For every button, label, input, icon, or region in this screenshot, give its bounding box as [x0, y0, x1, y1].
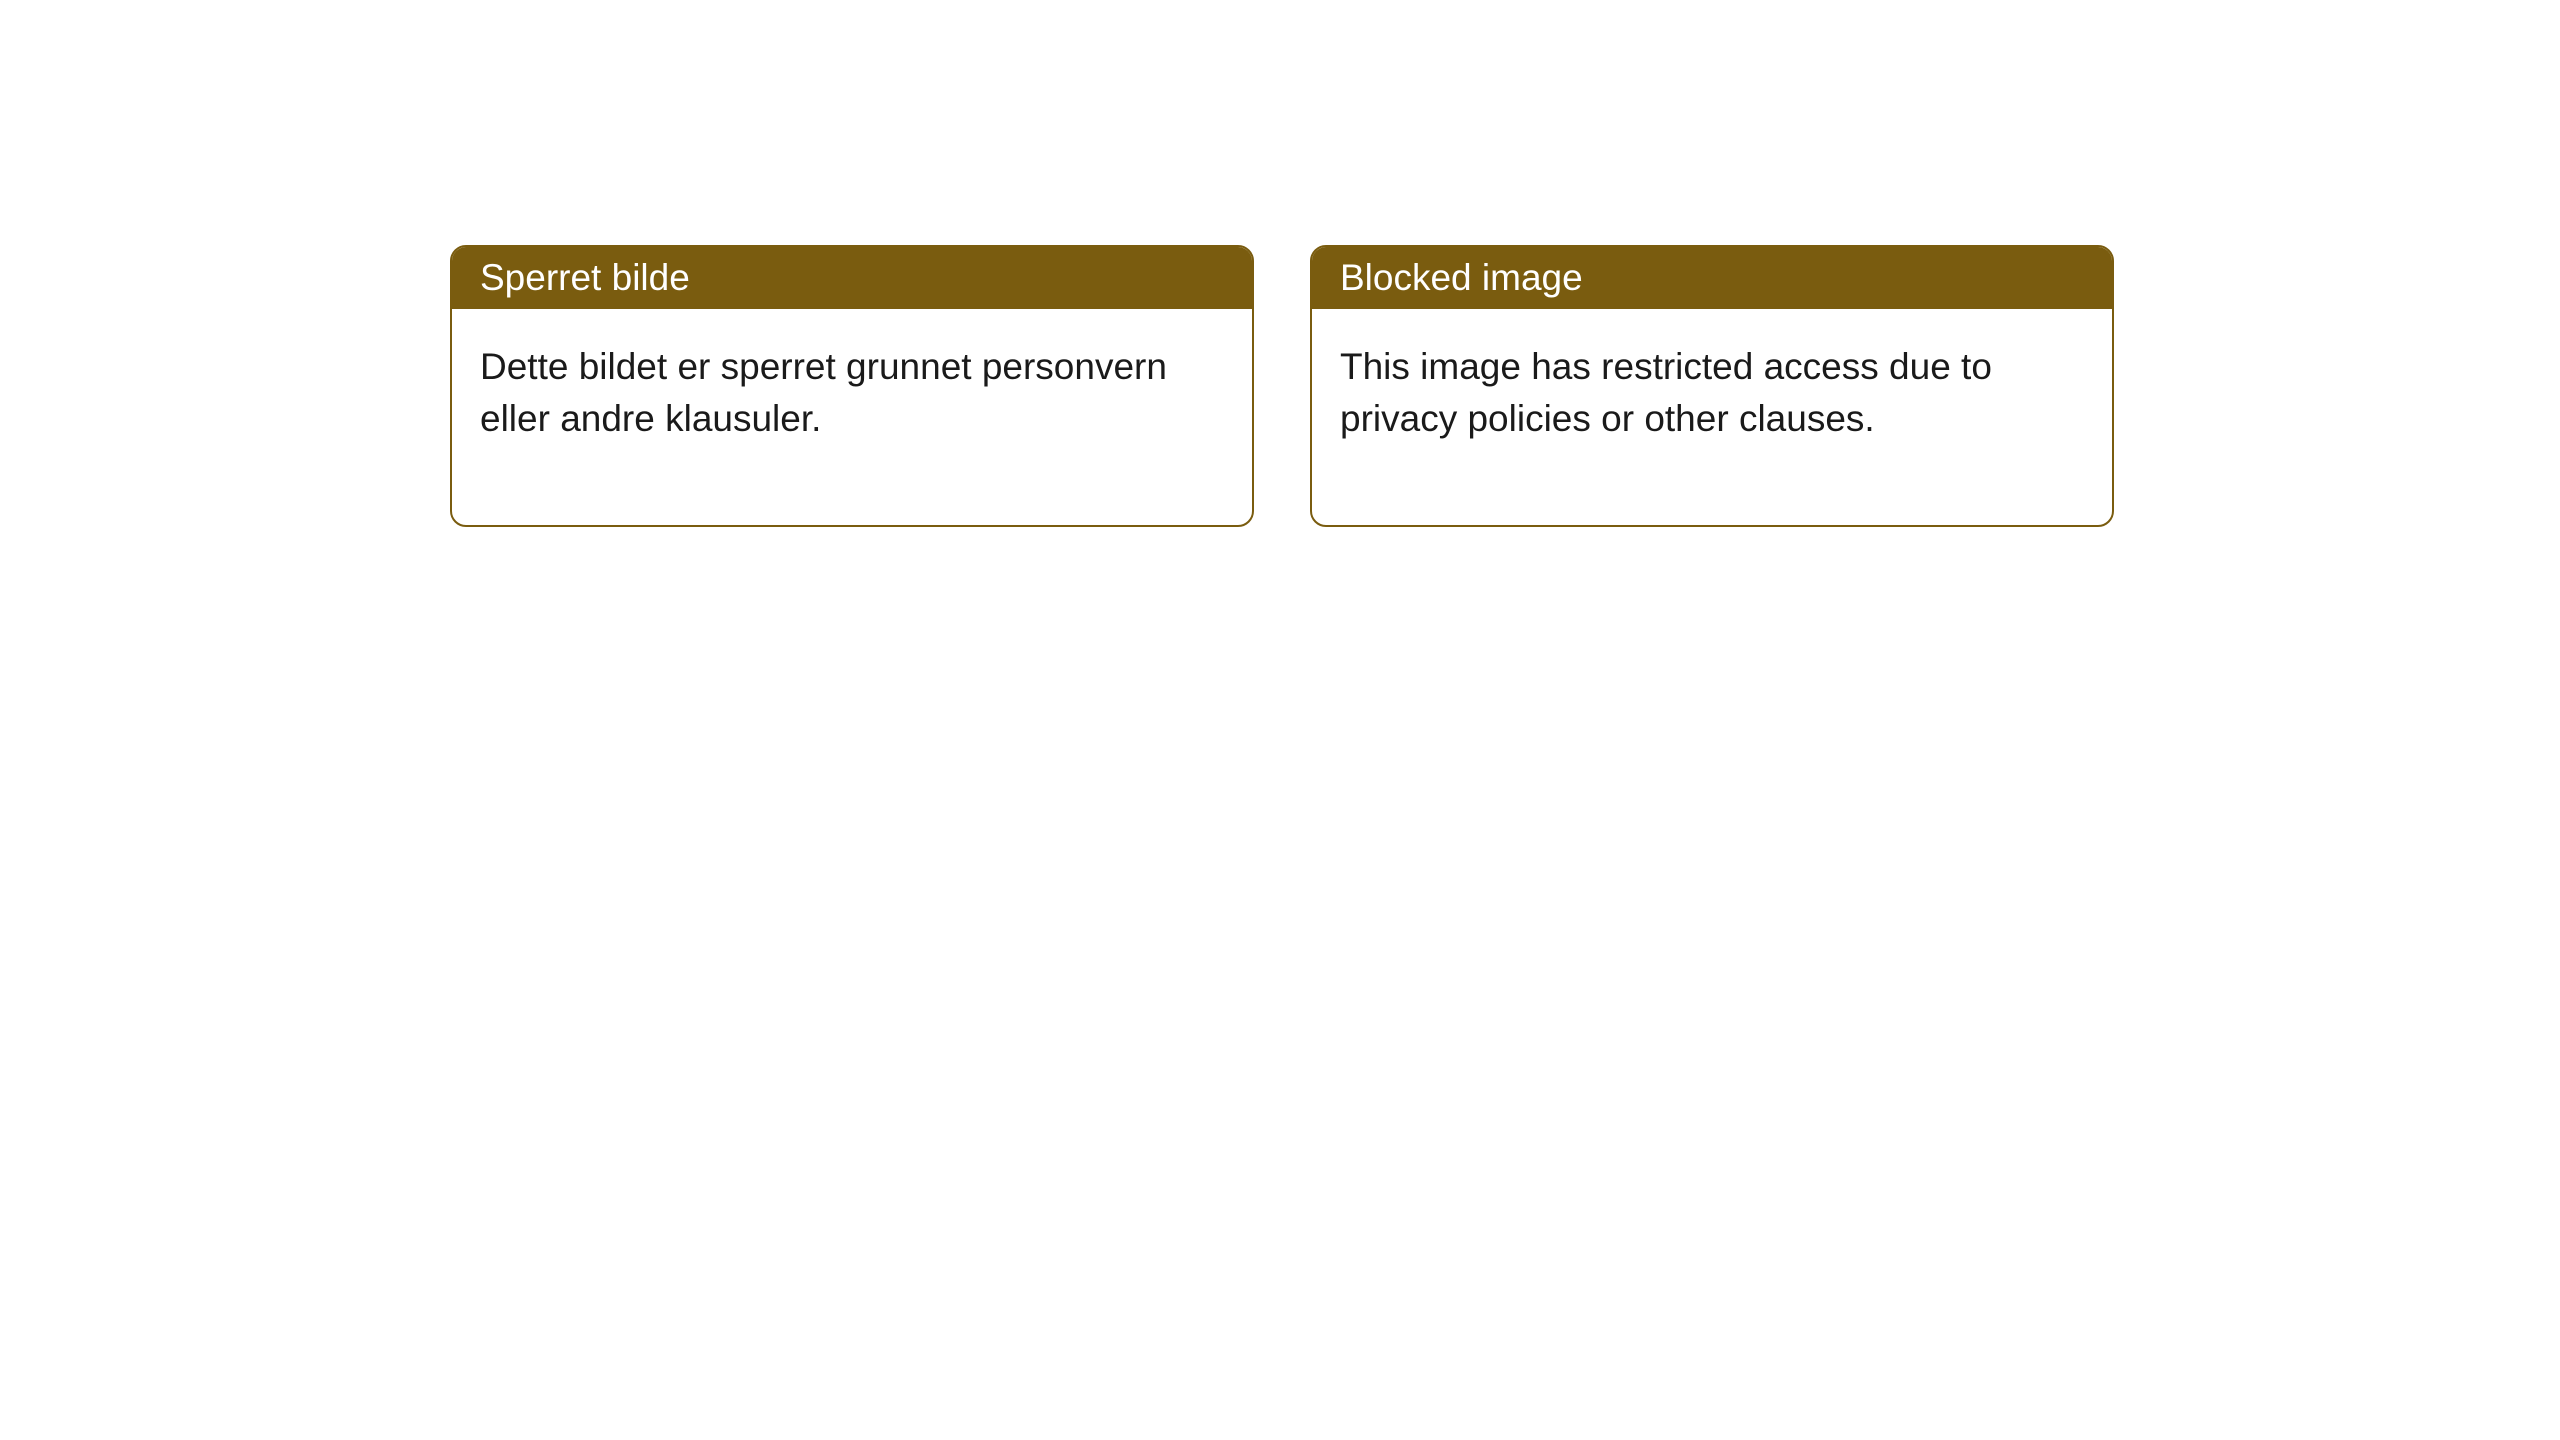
notice-card-norwegian: Sperret bilde Dette bildet er sperret gr… — [450, 245, 1254, 527]
notice-card-title: Sperret bilde — [480, 257, 690, 298]
notice-card-header: Blocked image — [1312, 247, 2112, 309]
notice-card-title: Blocked image — [1340, 257, 1583, 298]
notice-card-text: This image has restricted access due to … — [1340, 346, 1992, 439]
notice-card-body: This image has restricted access due to … — [1312, 309, 2112, 525]
notice-card-header: Sperret bilde — [452, 247, 1252, 309]
notice-card-english: Blocked image This image has restricted … — [1310, 245, 2114, 527]
notice-cards-container: Sperret bilde Dette bildet er sperret gr… — [0, 0, 2560, 527]
notice-card-text: Dette bildet er sperret grunnet personve… — [480, 346, 1167, 439]
notice-card-body: Dette bildet er sperret grunnet personve… — [452, 309, 1252, 525]
